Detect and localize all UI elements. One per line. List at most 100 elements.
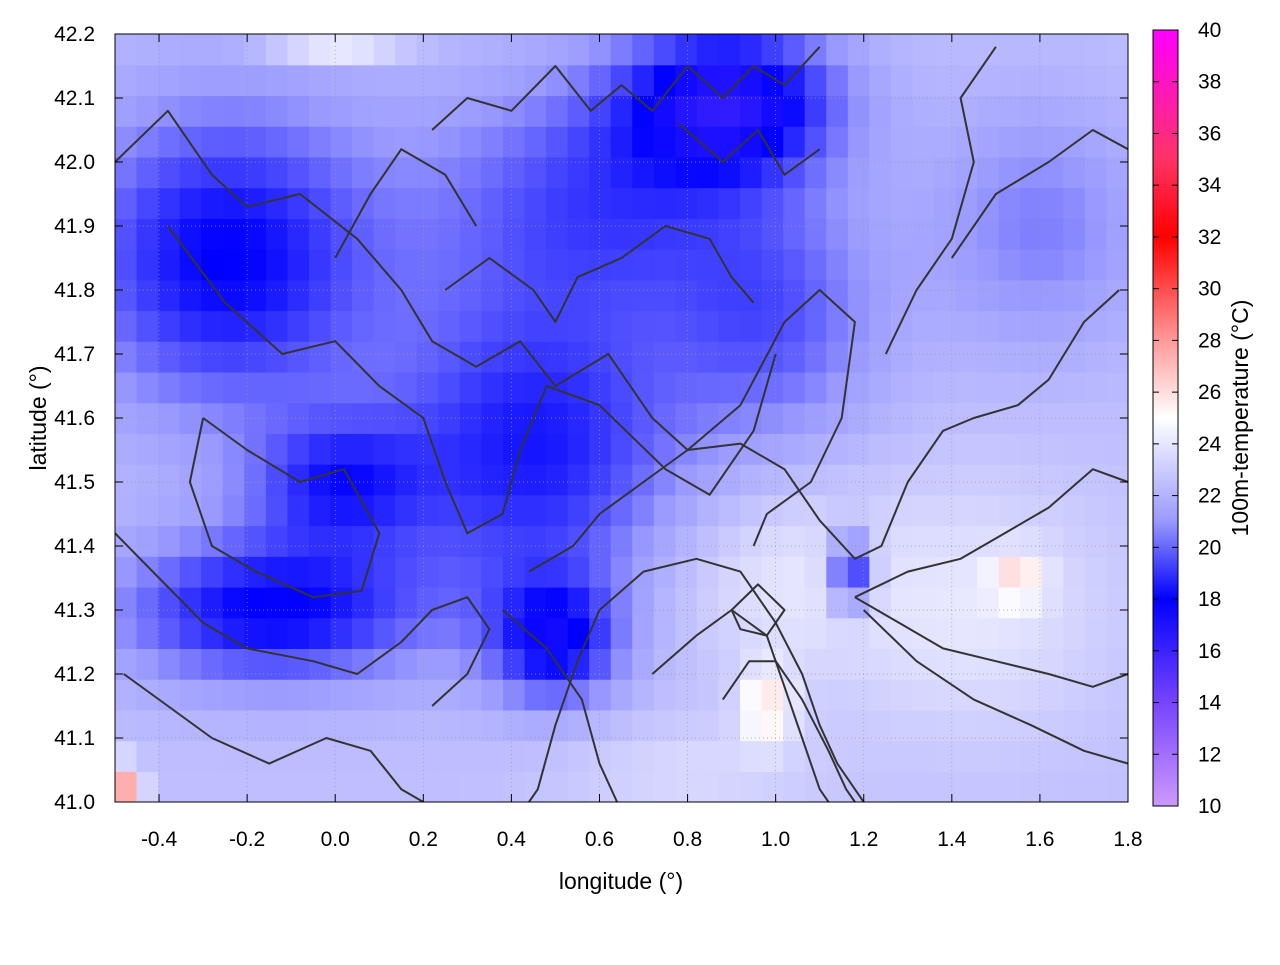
heatmap-cell — [546, 617, 569, 649]
heatmap-cell — [481, 126, 504, 158]
heatmap-cell — [201, 310, 224, 342]
heatmap-cell — [783, 402, 806, 434]
heatmap-cell — [352, 525, 375, 557]
heatmap-cell — [718, 494, 741, 527]
heatmap-cell — [847, 279, 870, 312]
heatmap-cell — [718, 218, 741, 250]
heatmap-cell — [955, 218, 978, 250]
heatmap-cell — [115, 402, 138, 434]
heatmap-cell — [890, 341, 914, 373]
heatmap-cell — [352, 433, 375, 465]
heatmap-cell — [567, 156, 590, 189]
heatmap-cell — [761, 648, 784, 680]
heatmap-cell — [977, 95, 1000, 127]
y-tick-label: 41.6 — [54, 407, 95, 430]
heatmap-cell — [459, 126, 482, 158]
heatmap-cell — [244, 279, 267, 312]
heatmap-cell — [524, 464, 547, 496]
heatmap-cell — [115, 249, 138, 281]
heatmap-cell — [718, 648, 741, 680]
heatmap-cell — [890, 525, 914, 557]
heatmap-cell — [826, 464, 849, 496]
heatmap-cell — [373, 709, 396, 742]
contour-line — [167, 225, 777, 535]
heatmap-cell — [718, 433, 741, 465]
heatmap-cell — [977, 494, 1000, 527]
heatmap-cell — [546, 279, 569, 312]
heatmap-cell — [740, 494, 763, 527]
heatmap-cell — [244, 525, 267, 557]
heatmap-cell — [352, 679, 375, 711]
heatmap-cell — [330, 709, 353, 742]
heatmap-cell — [287, 740, 310, 772]
heatmap-cell — [998, 187, 1021, 219]
grid-lines — [115, 34, 1128, 802]
heatmap-cell — [653, 617, 676, 649]
heatmap-cell — [718, 464, 741, 496]
y-tick-label: 41.7 — [54, 343, 95, 366]
heatmap-cell — [804, 187, 827, 219]
heatmap-cell — [653, 64, 676, 97]
heatmap-cell — [265, 218, 289, 250]
heatmap-cell — [330, 341, 353, 373]
heatmap-cell — [696, 249, 720, 281]
heatmap-cell — [610, 64, 633, 97]
heatmap-cell — [653, 34, 676, 66]
heatmap-cell — [1084, 464, 1108, 496]
heatmap-cell — [438, 679, 461, 711]
heatmap-cell — [502, 279, 526, 312]
heatmap-cell — [352, 64, 375, 97]
heatmap-cell — [352, 156, 375, 189]
heatmap-cell — [826, 433, 849, 465]
heatmap-cell — [244, 679, 267, 711]
heatmap-cell — [955, 556, 978, 588]
heatmap-cell — [308, 126, 332, 158]
heatmap-cell — [416, 648, 439, 680]
heatmap-cell — [136, 464, 159, 496]
heatmap-cell — [1084, 740, 1108, 772]
heatmap-cell — [761, 709, 784, 742]
heatmap-cell — [459, 34, 482, 66]
heatmap-cell — [847, 740, 870, 772]
heatmap-cell — [546, 556, 569, 588]
heatmap-cell — [718, 556, 741, 588]
heatmap-cell — [330, 64, 353, 97]
heatmap-cell — [761, 525, 784, 557]
heatmap-cell — [804, 218, 827, 250]
heatmap-cell — [158, 187, 181, 219]
heatmap-cell — [244, 371, 267, 404]
heatmap-cell — [783, 249, 806, 281]
heatmap-cell — [546, 126, 569, 158]
heatmap-cell — [179, 249, 202, 281]
heatmap-cell — [201, 494, 224, 527]
heatmap-cell — [502, 617, 526, 649]
heatmap-cell — [287, 156, 310, 189]
heatmap-cell — [158, 156, 181, 189]
heatmap-cell — [179, 771, 202, 802]
colorbar-tick-label: 26 — [1198, 381, 1221, 404]
heatmap-cell — [783, 556, 806, 588]
heatmap-cell — [847, 218, 870, 250]
heatmap-cell — [1041, 586, 1064, 619]
heatmap-cell — [869, 218, 892, 250]
heatmap-cell — [1041, 34, 1064, 66]
heatmap-cell — [308, 341, 332, 373]
heatmap-cell — [696, 771, 720, 802]
heatmap-cell — [136, 64, 159, 97]
heatmap-cell — [524, 95, 547, 127]
heatmap-cell — [783, 525, 806, 557]
heatmap-cell — [287, 279, 310, 312]
heatmap-cell — [912, 126, 935, 158]
heatmap-cell — [934, 494, 957, 527]
heatmap-cell — [373, 586, 396, 619]
heatmap-cell — [718, 371, 741, 404]
heatmap-cell — [265, 556, 289, 588]
heatmap-cell — [395, 64, 418, 97]
heatmap-cell — [136, 740, 159, 772]
heatmap-cell — [546, 709, 569, 742]
heatmap-cell — [308, 433, 332, 465]
heatmap-cell — [1084, 494, 1108, 527]
heatmap-cell — [222, 617, 245, 649]
heatmap-cell — [632, 740, 655, 772]
heatmap-cell — [524, 371, 547, 404]
